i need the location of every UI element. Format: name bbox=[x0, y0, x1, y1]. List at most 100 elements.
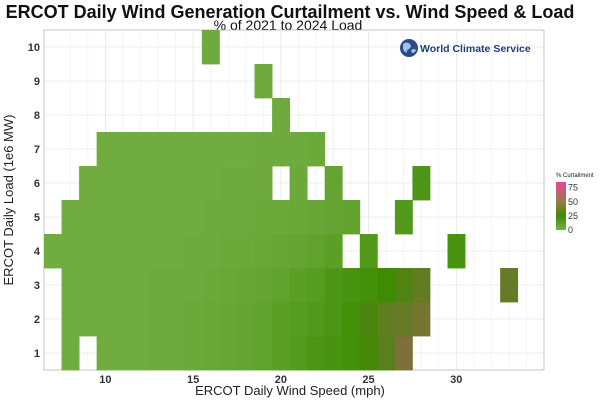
heatmap-cell bbox=[114, 166, 133, 201]
heatmap-cell bbox=[254, 336, 273, 371]
heatmap-cell bbox=[394, 200, 413, 235]
heatmap-cell bbox=[307, 200, 326, 235]
legend-color-bar bbox=[556, 182, 566, 230]
y-tick-label: 6 bbox=[34, 178, 40, 190]
heatmap-cell bbox=[289, 302, 308, 337]
heatmap-cell bbox=[114, 200, 133, 235]
y-tick-label: 3 bbox=[34, 280, 40, 292]
heatmap-cell bbox=[394, 268, 413, 303]
y-tick-label: 8 bbox=[34, 110, 40, 122]
globe-landmass bbox=[403, 42, 416, 53]
heatmap-cell bbox=[201, 268, 220, 303]
heatmap-cell bbox=[184, 302, 203, 337]
heatmap-cell bbox=[61, 336, 80, 371]
heatmap-cell bbox=[342, 268, 361, 303]
legend-ticks: 0 25 50 75 bbox=[566, 183, 578, 235]
heatmap-cell bbox=[324, 166, 343, 201]
heatmap-cell bbox=[149, 200, 168, 235]
heatmap-cell bbox=[236, 234, 255, 269]
heatmap-cell bbox=[289, 132, 308, 167]
heatmap-cell bbox=[184, 200, 203, 235]
legend-tick-label: 0 bbox=[568, 225, 573, 235]
heatmap-cell bbox=[149, 268, 168, 303]
heatmap-cell bbox=[500, 268, 519, 303]
x-tick-label: 20 bbox=[275, 374, 287, 386]
y-tick-label: 10 bbox=[28, 42, 40, 54]
heatmap-cell bbox=[289, 336, 308, 371]
heatmap-cell bbox=[236, 132, 255, 167]
heatmap-cell bbox=[289, 166, 308, 201]
x-tick-label: 30 bbox=[450, 374, 462, 386]
heatmap-cell bbox=[96, 302, 115, 337]
heatmap-cell bbox=[219, 132, 238, 167]
heatmap-cell bbox=[149, 132, 168, 167]
heatmap-cell bbox=[219, 268, 238, 303]
heatmap-cell bbox=[201, 200, 220, 235]
heatmap-cell bbox=[236, 302, 255, 337]
heatmap-cell bbox=[131, 200, 150, 235]
heatmap-cell bbox=[412, 268, 431, 303]
heatmap-cell bbox=[61, 200, 80, 235]
heatmap-cells bbox=[44, 30, 519, 371]
heatmap-cell bbox=[96, 132, 115, 167]
heatmap-cell bbox=[342, 200, 361, 235]
heatmap-cell bbox=[394, 336, 413, 371]
heatmap-cell bbox=[412, 166, 431, 201]
heatmap-cell bbox=[96, 200, 115, 235]
x-axis-ticks: 10 15 20 25 30 bbox=[99, 374, 462, 386]
heatmap-cell bbox=[236, 268, 255, 303]
heatmap-cell bbox=[377, 336, 396, 371]
heatmap-cell bbox=[79, 200, 98, 235]
heatmap-cell bbox=[307, 234, 326, 269]
heatmap-cell bbox=[131, 234, 150, 269]
heatmap-cell bbox=[166, 336, 185, 371]
legend-tick-label: 50 bbox=[568, 197, 578, 207]
heatmap-cell bbox=[272, 234, 291, 269]
heatmap-cell bbox=[131, 336, 150, 371]
heatmap-cell bbox=[201, 132, 220, 167]
heatmap-cell bbox=[342, 336, 361, 371]
heatmap-cell bbox=[254, 234, 273, 269]
heatmap-cell bbox=[166, 200, 185, 235]
heatmap-cell bbox=[149, 302, 168, 337]
heatmap-cell bbox=[61, 268, 80, 303]
heatmap-cell bbox=[324, 336, 343, 371]
heatmap-cell bbox=[254, 132, 273, 167]
heatmap-cell bbox=[61, 234, 80, 269]
heatmap-cell bbox=[79, 166, 98, 201]
heatmap-cell bbox=[289, 200, 308, 235]
legend-tick-label: 75 bbox=[568, 183, 578, 193]
heatmap-cell bbox=[184, 234, 203, 269]
heatmap-cell bbox=[359, 234, 378, 269]
heatmap-cell bbox=[131, 302, 150, 337]
heatmap-cell bbox=[359, 302, 378, 337]
heatmap-cell bbox=[79, 268, 98, 303]
heatmap-cell bbox=[359, 336, 378, 371]
logo-text: World Climate Service bbox=[420, 43, 531, 55]
heatmap-cell bbox=[272, 336, 291, 371]
heatmap-cell bbox=[272, 200, 291, 235]
x-tick-label: 15 bbox=[187, 374, 199, 386]
heatmap-cell bbox=[149, 336, 168, 371]
heatmap-cell bbox=[324, 302, 343, 337]
heatmap-cell bbox=[254, 64, 273, 99]
heatmap-cell bbox=[114, 302, 133, 337]
heatmap-cell bbox=[114, 234, 133, 269]
heatmap-cell bbox=[236, 166, 255, 201]
heatmap-cell bbox=[236, 336, 255, 371]
legend-title: % Curtailment bbox=[556, 173, 594, 179]
legend-tick-label: 25 bbox=[568, 211, 578, 221]
heatmap-cell bbox=[219, 200, 238, 235]
x-tick-label: 10 bbox=[99, 374, 111, 386]
heatmap-cell bbox=[236, 200, 255, 235]
heatmap-cell bbox=[201, 302, 220, 337]
heatmap-cell bbox=[96, 336, 115, 371]
heatmap-cell bbox=[359, 268, 378, 303]
heatmap-cell bbox=[342, 302, 361, 337]
y-axis-ticks: 1 2 3 4 5 6 7 8 9 10 bbox=[28, 42, 41, 360]
heatmap-cell bbox=[394, 302, 413, 337]
heatmap-cell bbox=[79, 234, 98, 269]
chart-subtitle: % of 2021 to 2024 Load bbox=[214, 17, 363, 33]
heatmap-cell bbox=[272, 98, 291, 133]
